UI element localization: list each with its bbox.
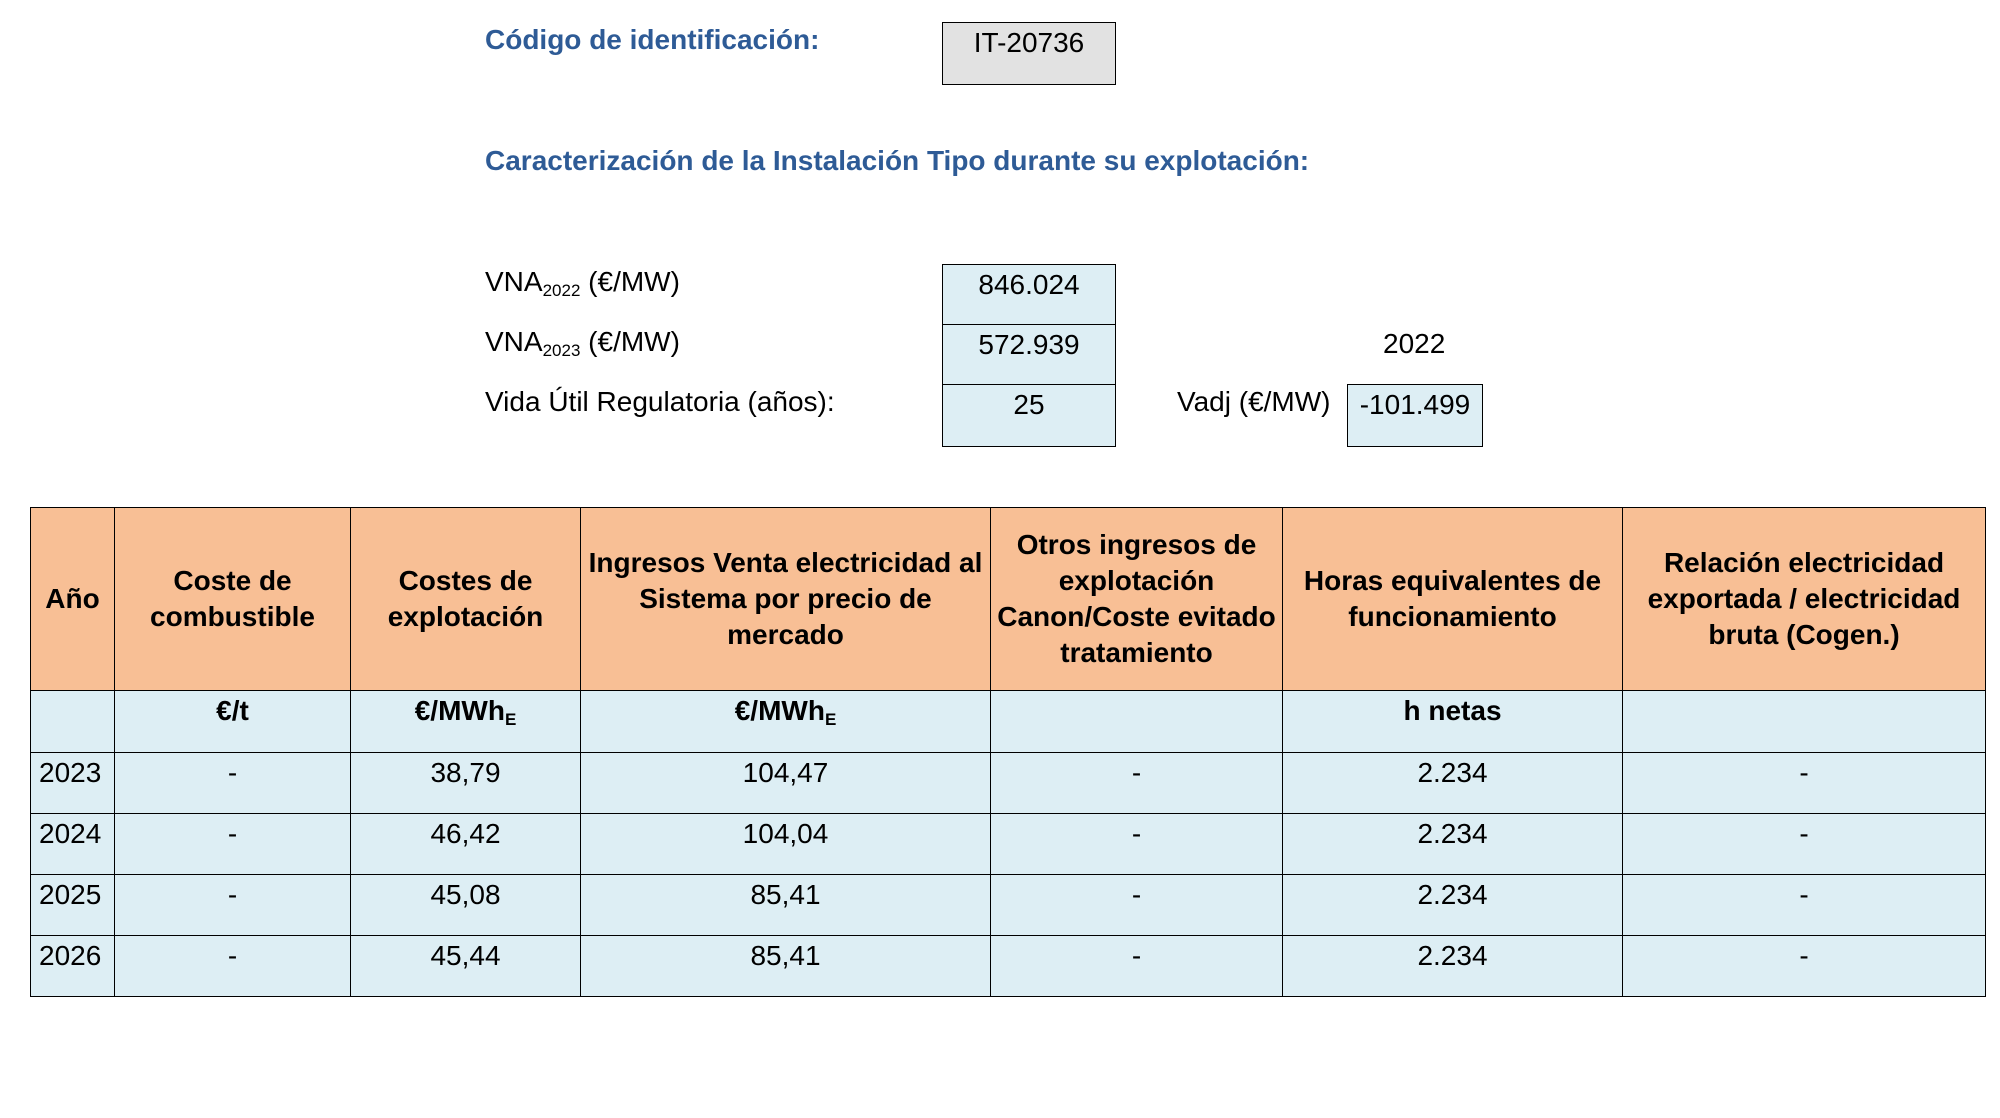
header-operating-costs: Costes de explotación [350,507,581,691]
cell-fuel: - [114,874,351,936]
cell-fuel: - [114,752,351,814]
cell-year: 2026 [30,935,115,997]
cell-year: 2024 [30,813,115,875]
cell-hours: 2.234 [1282,752,1623,814]
vna2022-value: 846.024 [978,269,1080,300]
section-title: Caracterización de la Instalación Tipo d… [485,145,1310,176]
cell-ratio: - [1622,874,1986,936]
cell-fuel: - [114,813,351,875]
unit-other [990,690,1283,753]
year-note: 2022 [1383,328,1446,359]
header-electricity-ratio: Relación electricidad exportada / electr… [1622,507,1986,691]
cell-other: - [990,874,1283,936]
header-year: Año [30,507,115,691]
unit-year [30,690,115,753]
cell-opex: 45,08 [350,874,581,936]
unit-ratio [1622,690,1986,753]
table-header-row: Año Coste de combustible Costes de explo… [30,507,1986,691]
cell-ratio: - [1622,935,1986,997]
cell-sales: 85,41 [580,874,991,936]
cell-sales: 104,47 [580,752,991,814]
table-row: 2024 - 46,42 104,04 - 2.234 - [30,813,1986,875]
cell-sales: 85,41 [580,935,991,997]
identification-code: IT-20736 [973,27,1085,58]
unit-hours: h netas [1282,690,1623,753]
vida-util-label: Vida Útil Regulatoria (años): [485,386,835,417]
vida-util-value: 25 [1013,389,1045,420]
vna2023-value: 572.939 [978,329,1080,360]
vadj-value: -101.499 [1359,389,1471,420]
header-sales-revenue: Ingresos Venta electricidad al Sistema p… [580,507,991,691]
vna2022-value-box: 846.024 [942,264,1116,326]
unit-fuel: €/t [114,690,351,753]
table-row: 2023 - 38,79 104,47 - 2.234 - [30,752,1986,814]
cell-opex: 45,44 [350,935,581,997]
table-row: 2026 - 45,44 85,41 - 2.234 - [30,935,1986,997]
cell-hours: 2.234 [1282,813,1623,875]
unit-sales: €/MWhE [580,690,991,753]
cell-hours: 2.234 [1282,874,1623,936]
vna2023-label: VNA2023 (€/MW) [485,326,680,360]
operation-table: Año Coste de combustible Costes de explo… [30,507,1986,997]
table-row: 2025 - 45,08 85,41 - 2.234 - [30,874,1986,936]
cell-other: - [990,935,1283,997]
vadj-value-box: -101.499 [1347,384,1483,447]
header-fuel-cost: Coste de combustible [114,507,351,691]
cell-hours: 2.234 [1282,935,1623,997]
vida-util-value-box: 25 [942,384,1116,447]
identification-label: Código de identificación: [485,24,820,55]
cell-opex: 38,79 [350,752,581,814]
header-equivalent-hours: Horas equivalentes de funcionamiento [1282,507,1623,691]
cell-sales: 104,04 [580,813,991,875]
vadj-label: Vadj (€/MW) [1177,386,1331,417]
unit-opex: €/MWhE [350,690,581,753]
identification-code-box: IT-20736 [942,22,1116,85]
cell-year: 2023 [30,752,115,814]
vna2023-value-box: 572.939 [942,324,1116,386]
header-other-revenue: Otros ingresos de explotación Canon/Cost… [990,507,1283,691]
cell-opex: 46,42 [350,813,581,875]
cell-ratio: - [1622,752,1986,814]
table-units-row: €/t €/MWhE €/MWhE h netas [30,690,1986,753]
cell-other: - [990,813,1283,875]
vna2022-label: VNA2022 (€/MW) [485,266,680,300]
cell-year: 2025 [30,874,115,936]
cell-ratio: - [1622,813,1986,875]
cell-other: - [990,752,1283,814]
cell-fuel: - [114,935,351,997]
